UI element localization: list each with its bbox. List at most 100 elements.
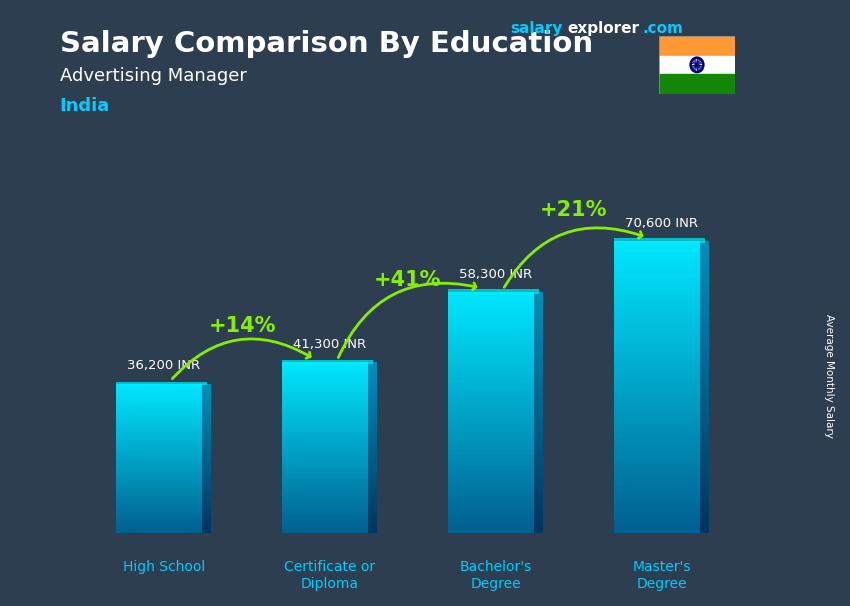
Bar [448,289,539,294]
Bar [534,479,543,482]
Bar [282,452,368,454]
Bar [116,477,202,479]
Bar [534,449,543,452]
Bar [368,407,377,410]
Bar [614,424,700,427]
Bar [282,459,368,461]
Bar [614,504,700,508]
Bar [448,410,534,413]
Bar [448,356,534,359]
Bar [202,445,212,447]
Bar [202,487,212,488]
Bar [448,353,534,356]
Bar [614,482,700,486]
Bar [614,479,700,482]
Bar [534,359,543,362]
Bar [614,493,700,497]
Bar [534,431,543,434]
Bar [282,433,368,435]
Bar [368,491,377,493]
Bar [534,401,543,404]
Bar [116,419,202,421]
Bar [448,503,534,506]
Bar [282,444,368,446]
Bar [700,293,709,296]
Bar [116,490,202,492]
Bar [116,411,202,413]
Bar [116,406,202,408]
Bar [448,419,534,422]
Bar [534,347,543,350]
Bar [448,350,534,353]
Bar [700,445,709,449]
Bar [116,513,202,514]
Bar [534,494,543,497]
Bar [202,415,212,418]
Bar [368,465,377,467]
Bar [534,464,543,467]
Bar [448,301,534,304]
Bar [202,442,212,444]
Bar [448,325,534,328]
Bar [614,508,700,511]
Bar [368,365,377,367]
Bar [614,402,700,405]
Bar [116,530,202,531]
Bar [614,416,700,420]
Bar [660,56,734,75]
Bar [282,516,368,518]
Bar [534,362,543,365]
Bar [368,531,377,533]
Bar [448,479,534,482]
Bar [202,518,212,520]
Bar [368,420,377,422]
Bar [202,387,212,389]
Bar [448,404,534,407]
Bar [614,449,700,453]
Bar [534,319,543,322]
Bar [282,478,368,480]
Bar [282,501,368,504]
Bar [282,521,368,522]
Bar [116,481,202,483]
Bar [202,514,212,516]
Bar [202,408,212,410]
Bar [282,510,368,512]
Bar [534,488,543,491]
Bar [534,515,543,518]
Bar [534,410,543,413]
Bar [116,425,202,427]
Bar [202,511,212,513]
Bar [368,471,377,473]
Bar [700,252,709,256]
Bar [534,455,543,458]
Bar [202,447,212,449]
Bar [534,391,543,395]
Bar [448,530,534,533]
Bar [116,454,202,456]
Bar [282,527,368,529]
Bar [116,483,202,485]
Bar [202,410,212,411]
Bar [368,403,377,405]
Bar [368,392,377,395]
Bar [282,367,368,369]
Bar [448,328,534,331]
Bar [448,310,534,313]
Bar [282,482,368,484]
Bar [116,466,202,468]
Bar [368,504,377,505]
Bar [614,256,700,259]
Text: explorer: explorer [568,21,640,36]
Bar [534,407,543,410]
Bar [282,418,368,420]
Bar [368,499,377,501]
Bar [448,344,534,347]
Bar [614,241,700,245]
Bar [368,367,377,369]
Bar [282,424,368,427]
Bar [368,401,377,403]
Bar [116,520,202,522]
Bar [448,473,534,476]
Bar [116,475,202,477]
